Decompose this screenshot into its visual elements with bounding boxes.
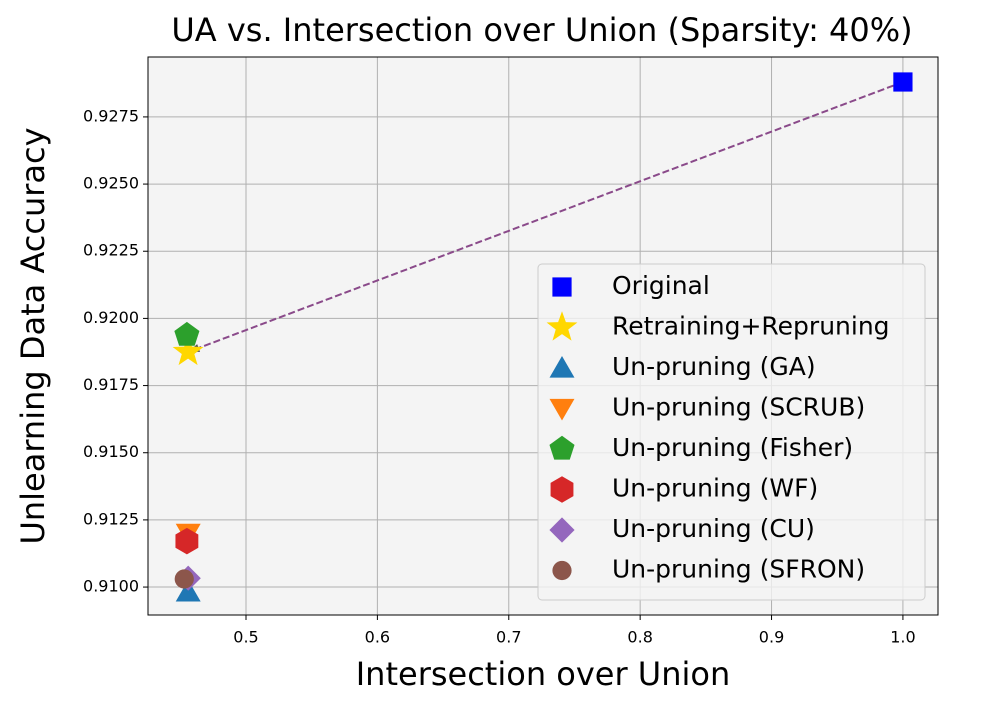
legend-label: Un-pruning (CU) [612, 514, 815, 543]
legend-label: Un-pruning (Fisher) [612, 433, 853, 462]
y-tick-label: 0.9225 [83, 241, 139, 260]
y-tick-label: 0.9175 [83, 375, 139, 394]
point [175, 527, 199, 555]
legend-swatch [549, 435, 575, 460]
y-axis-label: Unlearning Data Accuracy [14, 127, 52, 544]
point [174, 569, 194, 589]
legend-swatch [552, 560, 572, 581]
x-tick-label: 1.0 [890, 628, 915, 647]
plot-frame [147, 56, 939, 616]
legend-label: Un-pruning (SFRON) [612, 555, 865, 584]
point [174, 321, 200, 346]
y-tick-label: 0.9125 [83, 509, 139, 528]
legend-swatch [552, 277, 572, 297]
point [172, 335, 204, 366]
x-axis-label: Intersection over Union [356, 655, 731, 693]
marks [172, 72, 913, 602]
legend-swatch [549, 356, 575, 378]
y-tick-label: 0.9150 [83, 442, 139, 461]
legend-box [537, 263, 926, 601]
legend-label: Un-pruning (WF) [612, 474, 818, 503]
legend-label: Un-pruning (GA) [612, 352, 816, 381]
y-tick-label: 0.9200 [83, 308, 139, 327]
chart-title: UA vs. Intersection over Union (Sparsity… [171, 11, 912, 49]
legend-label: Retraining+Repruning [612, 312, 890, 341]
legend-label: Original [612, 271, 710, 300]
legend-swatch [549, 398, 575, 421]
legend-swatch [550, 476, 574, 503]
legend-label: Un-pruning (SCRUB) [612, 393, 865, 422]
y-tick-label: 0.9100 [83, 577, 139, 596]
legend-swatch [546, 311, 578, 341]
x-tick-label: 0.8 [627, 628, 652, 647]
y-tick-label: 0.9275 [83, 106, 139, 125]
y-tick-label: 0.9250 [83, 174, 139, 193]
x-tick-label: 0.5 [233, 628, 258, 647]
legend-swatch [549, 517, 575, 543]
x-tick-label: 0.9 [759, 628, 784, 647]
arrow-line [187, 81, 904, 353]
point [893, 72, 913, 92]
x-tick-label: 0.6 [365, 628, 390, 647]
x-tick-label: 0.7 [496, 628, 521, 647]
legend: Original Retraining+Repruning Un-pruning (… [537, 263, 926, 601]
